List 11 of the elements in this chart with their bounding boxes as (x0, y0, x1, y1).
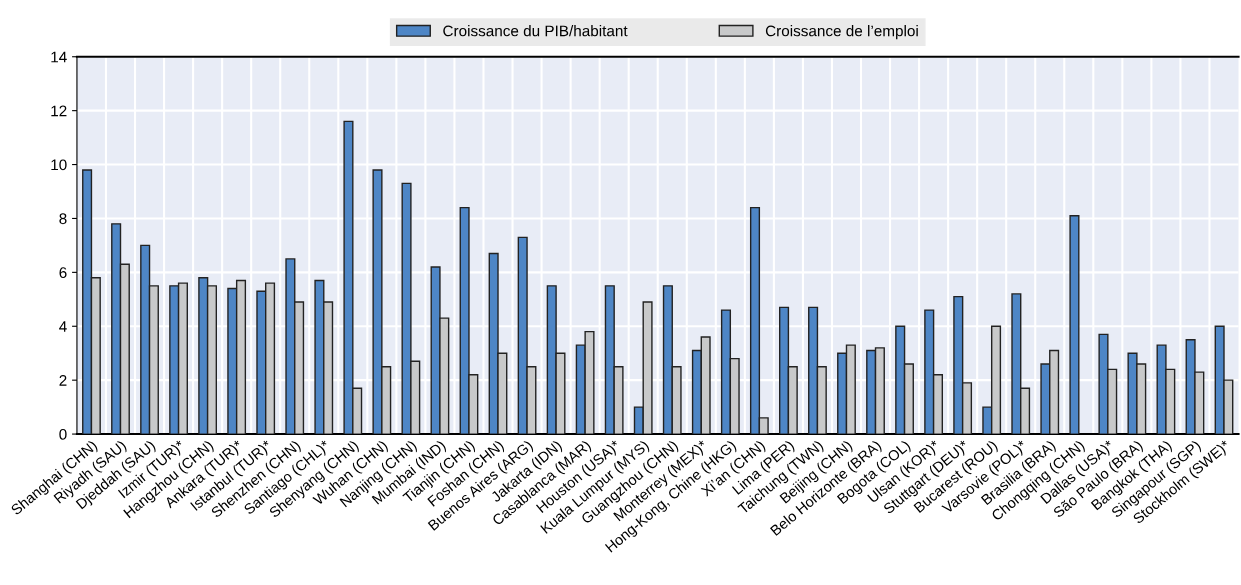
y-tick-label: 6 (59, 267, 67, 279)
bar (1069, 215, 1080, 435)
y-tick-label: 12 (51, 105, 67, 117)
legend-label: Croissance de l’emploi (765, 25, 918, 40)
legend-label: Croissance du PIB/habitant (443, 25, 628, 37)
y-tick-label: 2 (59, 375, 67, 386)
y-tick-label: 8 (59, 213, 67, 225)
y-tick-label: 14 (51, 51, 67, 63)
y-tick-label: 0 (59, 428, 67, 440)
y-tick-label: 4 (59, 321, 67, 332)
y-tick-label: 10 (51, 159, 67, 171)
